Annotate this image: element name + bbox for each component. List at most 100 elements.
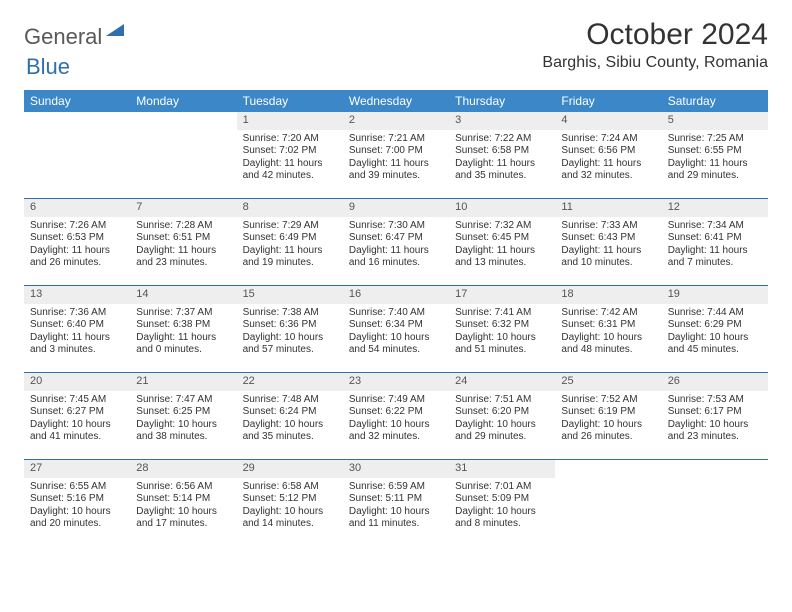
day-cell: 24Sunrise: 7:51 AMSunset: 6:20 PMDayligh… <box>449 373 555 459</box>
daylight-line: Daylight: 10 hours and 32 minutes. <box>349 419 443 444</box>
day-cell: 14Sunrise: 7:37 AMSunset: 6:38 PMDayligh… <box>130 286 236 372</box>
daylight-line: Daylight: 11 hours and 35 minutes. <box>455 158 549 183</box>
sunset-line: Sunset: 5:12 PM <box>243 493 337 506</box>
day-cell: 31Sunrise: 7:01 AMSunset: 5:09 PMDayligh… <box>449 460 555 546</box>
day-body: Sunrise: 7:01 AMSunset: 5:09 PMDaylight:… <box>449 478 555 537</box>
day-number: 1 <box>237 112 343 130</box>
sunrise-line: Sunrise: 7:26 AM <box>30 220 124 233</box>
sunset-line: Sunset: 7:02 PM <box>243 145 337 158</box>
day-cell: 22Sunrise: 7:48 AMSunset: 6:24 PMDayligh… <box>237 373 343 459</box>
day-body: Sunrise: 6:59 AMSunset: 5:11 PMDaylight:… <box>343 478 449 537</box>
sunset-line: Sunset: 5:09 PM <box>455 493 549 506</box>
day-cell: 20Sunrise: 7:45 AMSunset: 6:27 PMDayligh… <box>24 373 130 459</box>
sunrise-line: Sunrise: 6:58 AM <box>243 481 337 494</box>
sunrise-line: Sunrise: 7:44 AM <box>668 307 762 320</box>
sunset-line: Sunset: 5:11 PM <box>349 493 443 506</box>
week-row: 27Sunrise: 6:55 AMSunset: 5:16 PMDayligh… <box>24 459 768 546</box>
week-row: 6Sunrise: 7:26 AMSunset: 6:53 PMDaylight… <box>24 198 768 285</box>
sunset-line: Sunset: 6:45 PM <box>455 232 549 245</box>
day-cell <box>662 460 768 546</box>
day-header: Wednesday <box>343 90 449 112</box>
daylight-line: Daylight: 11 hours and 0 minutes. <box>136 332 230 357</box>
sunset-line: Sunset: 6:49 PM <box>243 232 337 245</box>
sunrise-line: Sunrise: 7:38 AM <box>243 307 337 320</box>
day-cell: 3Sunrise: 7:22 AMSunset: 6:58 PMDaylight… <box>449 112 555 198</box>
day-body: Sunrise: 6:55 AMSunset: 5:16 PMDaylight:… <box>24 478 130 537</box>
day-body: Sunrise: 7:30 AMSunset: 6:47 PMDaylight:… <box>343 217 449 276</box>
sunrise-line: Sunrise: 7:52 AM <box>561 394 655 407</box>
sunset-line: Sunset: 6:20 PM <box>455 406 549 419</box>
day-body: Sunrise: 7:53 AMSunset: 6:17 PMDaylight:… <box>662 391 768 450</box>
sunrise-line: Sunrise: 7:48 AM <box>243 394 337 407</box>
day-number: 8 <box>237 199 343 217</box>
day-number: 12 <box>662 199 768 217</box>
day-number: 5 <box>662 112 768 130</box>
day-number: 22 <box>237 373 343 391</box>
sunset-line: Sunset: 6:32 PM <box>455 319 549 332</box>
day-number: 9 <box>343 199 449 217</box>
sunrise-line: Sunrise: 7:53 AM <box>668 394 762 407</box>
calendar: SundayMondayTuesdayWednesdayThursdayFrid… <box>24 90 768 546</box>
sunrise-line: Sunrise: 7:30 AM <box>349 220 443 233</box>
daylight-line: Daylight: 11 hours and 16 minutes. <box>349 245 443 270</box>
day-body: Sunrise: 7:48 AMSunset: 6:24 PMDaylight:… <box>237 391 343 450</box>
day-cell: 12Sunrise: 7:34 AMSunset: 6:41 PMDayligh… <box>662 199 768 285</box>
sunset-line: Sunset: 6:38 PM <box>136 319 230 332</box>
daylight-line: Daylight: 10 hours and 41 minutes. <box>30 419 124 444</box>
sunrise-line: Sunrise: 7:40 AM <box>349 307 443 320</box>
sunset-line: Sunset: 6:51 PM <box>136 232 230 245</box>
sunrise-line: Sunrise: 7:47 AM <box>136 394 230 407</box>
daylight-line: Daylight: 11 hours and 29 minutes. <box>668 158 762 183</box>
sunrise-line: Sunrise: 7:33 AM <box>561 220 655 233</box>
daylight-line: Daylight: 10 hours and 35 minutes. <box>243 419 337 444</box>
day-number: 6 <box>24 199 130 217</box>
sunrise-line: Sunrise: 7:21 AM <box>349 133 443 146</box>
day-body: Sunrise: 7:52 AMSunset: 6:19 PMDaylight:… <box>555 391 661 450</box>
sunrise-line: Sunrise: 6:59 AM <box>349 481 443 494</box>
daylight-line: Daylight: 10 hours and 17 minutes. <box>136 506 230 531</box>
sunrise-line: Sunrise: 7:34 AM <box>668 220 762 233</box>
day-cell: 5Sunrise: 7:25 AMSunset: 6:55 PMDaylight… <box>662 112 768 198</box>
sunset-line: Sunset: 6:17 PM <box>668 406 762 419</box>
day-header: Tuesday <box>237 90 343 112</box>
day-cell: 8Sunrise: 7:29 AMSunset: 6:49 PMDaylight… <box>237 199 343 285</box>
day-body: Sunrise: 7:41 AMSunset: 6:32 PMDaylight:… <box>449 304 555 363</box>
daylight-line: Daylight: 10 hours and 48 minutes. <box>561 332 655 357</box>
day-body: Sunrise: 7:49 AMSunset: 6:22 PMDaylight:… <box>343 391 449 450</box>
day-number: 2 <box>343 112 449 130</box>
daylight-line: Daylight: 10 hours and 20 minutes. <box>30 506 124 531</box>
sunset-line: Sunset: 6:40 PM <box>30 319 124 332</box>
daylight-line: Daylight: 10 hours and 8 minutes. <box>455 506 549 531</box>
sunrise-line: Sunrise: 7:42 AM <box>561 307 655 320</box>
day-body: Sunrise: 7:21 AMSunset: 7:00 PMDaylight:… <box>343 130 449 189</box>
sunrise-line: Sunrise: 7:22 AM <box>455 133 549 146</box>
day-number: 26 <box>662 373 768 391</box>
day-cell: 2Sunrise: 7:21 AMSunset: 7:00 PMDaylight… <box>343 112 449 198</box>
title-block: October 2024 Barghis, Sibiu County, Roma… <box>542 18 768 72</box>
daylight-line: Daylight: 11 hours and 42 minutes. <box>243 158 337 183</box>
sunrise-line: Sunrise: 6:55 AM <box>30 481 124 494</box>
sunrise-line: Sunrise: 7:36 AM <box>30 307 124 320</box>
sunrise-line: Sunrise: 7:20 AM <box>243 133 337 146</box>
sunset-line: Sunset: 6:25 PM <box>136 406 230 419</box>
daylight-line: Daylight: 10 hours and 26 minutes. <box>561 419 655 444</box>
daylight-line: Daylight: 11 hours and 32 minutes. <box>561 158 655 183</box>
sunset-line: Sunset: 6:41 PM <box>668 232 762 245</box>
day-body: Sunrise: 7:29 AMSunset: 6:49 PMDaylight:… <box>237 217 343 276</box>
sunset-line: Sunset: 6:29 PM <box>668 319 762 332</box>
day-header: Thursday <box>449 90 555 112</box>
day-cell: 25Sunrise: 7:52 AMSunset: 6:19 PMDayligh… <box>555 373 661 459</box>
daylight-line: Daylight: 10 hours and 29 minutes. <box>455 419 549 444</box>
daylight-line: Daylight: 11 hours and 3 minutes. <box>30 332 124 357</box>
sunrise-line: Sunrise: 7:37 AM <box>136 307 230 320</box>
day-body: Sunrise: 7:25 AMSunset: 6:55 PMDaylight:… <box>662 130 768 189</box>
day-number: 11 <box>555 199 661 217</box>
day-headers: SundayMondayTuesdayWednesdayThursdayFrid… <box>24 90 768 112</box>
day-body: Sunrise: 7:33 AMSunset: 6:43 PMDaylight:… <box>555 217 661 276</box>
day-cell: 1 Sunrise: 7:20 AMSunset: 7:02 PMDaylight… <box>237 112 343 198</box>
day-cell: 10Sunrise: 7:32 AMSunset: 6:45 PMDayligh… <box>449 199 555 285</box>
day-number: 24 <box>449 373 555 391</box>
day-number: 23 <box>343 373 449 391</box>
day-body: Sunrise: 7:37 AMSunset: 6:38 PMDaylight:… <box>130 304 236 363</box>
sunrise-line: Sunrise: 7:29 AM <box>243 220 337 233</box>
